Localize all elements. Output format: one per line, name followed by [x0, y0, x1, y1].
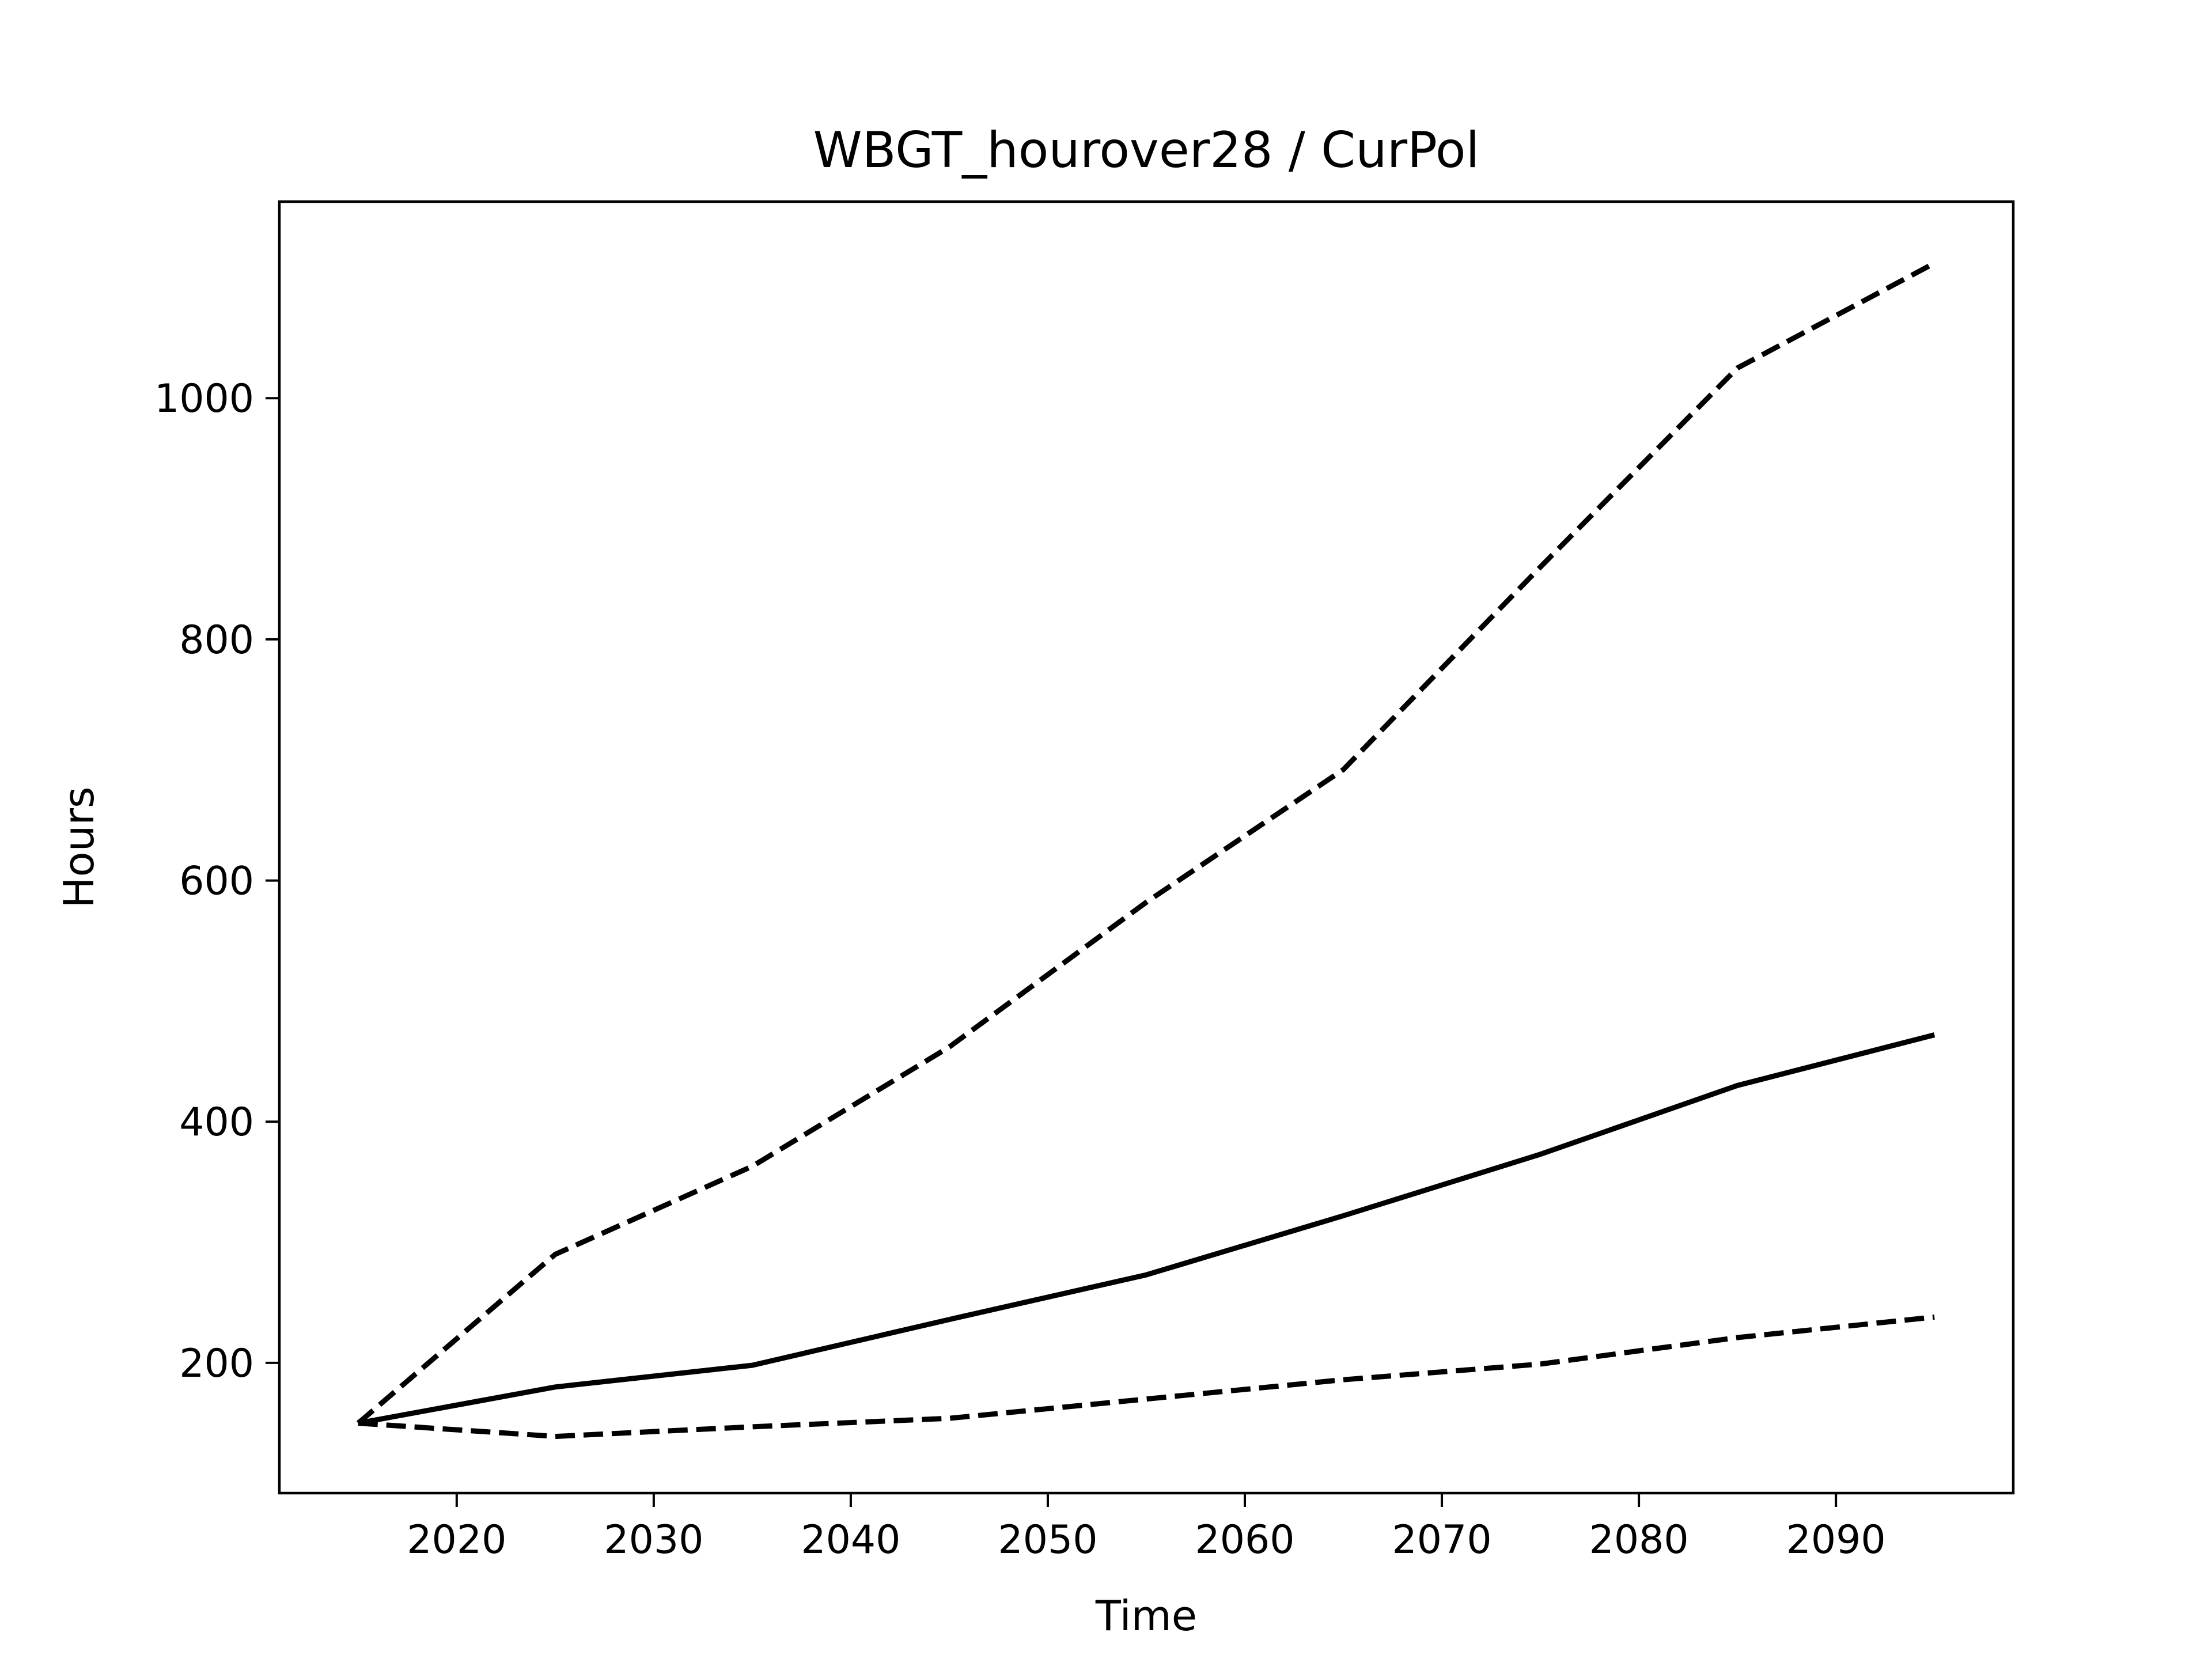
- series-line-3: [358, 1314, 1935, 1440]
- series-layer: [356, 260, 1936, 1440]
- series-line-2: [357, 1032, 1936, 1426]
- series-line-1: [356, 260, 1936, 1426]
- x-tick-label: 2050: [998, 1517, 1097, 1563]
- y-tick-label: 400: [179, 1100, 254, 1145]
- x-tick-label: 2020: [407, 1517, 506, 1563]
- y-axis-label: Hours: [55, 787, 103, 908]
- x-tick-label: 2070: [1392, 1517, 1492, 1563]
- x-axis-ticks: 2020 2030 2040 2050 2060 2070 2080 2090: [407, 1493, 1886, 1563]
- y-tick-label: 800: [179, 618, 254, 663]
- y-axis-ticks: 200 400 600 800 1000: [154, 376, 279, 1387]
- chart-title: WBGT_hourover28 / CurPol: [813, 122, 1480, 179]
- plot-frame: [278, 200, 2015, 1495]
- y-tick-label: 600: [179, 859, 254, 904]
- y-tick-label: 1000: [154, 376, 254, 422]
- x-axis-label: Time: [1095, 1592, 1197, 1640]
- y-tick-label: 200: [179, 1341, 254, 1387]
- x-tick-label: 2080: [1589, 1517, 1689, 1563]
- x-tick-label: 2040: [801, 1517, 900, 1563]
- x-tick-label: 2060: [1195, 1517, 1294, 1563]
- x-tick-label: 2030: [604, 1517, 703, 1563]
- x-tick-label: 2090: [1786, 1517, 1886, 1563]
